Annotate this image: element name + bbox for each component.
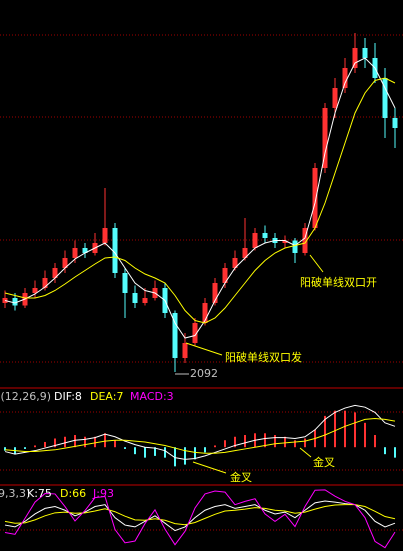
indicator-label: D(12,26,9) [0, 390, 51, 403]
macd-bar [154, 447, 156, 456]
candle-body [202, 303, 208, 323]
candle-body [342, 68, 348, 88]
annotation: 金叉 [230, 470, 252, 484]
candle-body [282, 240, 288, 243]
arrow [192, 461, 227, 474]
arrow [309, 254, 324, 273]
candle-body [52, 268, 58, 278]
candle-body [82, 248, 88, 253]
annotation: 阳破单线双口发 [225, 350, 302, 364]
macd-bar [294, 440, 296, 448]
candle-body [12, 298, 18, 306]
macd-bar [224, 440, 226, 448]
low-label: 2092 [190, 367, 218, 380]
indicator-label: 9,3,3) [0, 487, 30, 500]
macd-bar [164, 447, 166, 458]
macd-bar [4, 447, 6, 451]
candle-body [102, 228, 108, 243]
macd-bar [324, 415, 326, 448]
candle-body [192, 323, 198, 343]
macd-bar [64, 436, 66, 448]
macd-bar [44, 441, 46, 448]
indicator-line [4, 77, 396, 324]
macd-bar [94, 436, 96, 448]
macd-bar [364, 422, 366, 448]
candle-body [232, 258, 238, 268]
candle-body [242, 248, 248, 258]
macd-bar [74, 435, 76, 448]
macd-bar [134, 447, 136, 455]
candle-body [392, 118, 398, 128]
macd-bar [244, 435, 246, 448]
candle-body [62, 258, 68, 268]
macd-bar [84, 436, 86, 448]
arrow [299, 447, 312, 458]
macd-bar [214, 445, 216, 448]
macd-bar [394, 447, 396, 458]
macd-bar [54, 438, 56, 448]
macd-bar [104, 433, 106, 448]
candle-body [292, 240, 298, 253]
candle-body [72, 248, 78, 258]
macd-bar [204, 447, 206, 453]
candle-body [352, 48, 358, 68]
macd-bar [234, 436, 236, 448]
macd-bar [354, 412, 356, 448]
macd-bar [124, 447, 126, 449]
indicator-label: J:93 [92, 487, 114, 500]
annotation: 阳破单线双口开 [300, 275, 377, 289]
macd-bar [264, 433, 266, 448]
candle-body [312, 168, 318, 228]
indicator-label: DIF:8 [54, 390, 82, 403]
macd-bar [144, 447, 146, 458]
indicator-label: DEA:7 [90, 390, 123, 403]
candle-body [212, 283, 218, 303]
arrow [185, 342, 223, 356]
candle-body [142, 298, 148, 303]
candle-body [182, 343, 188, 358]
indicator-line [4, 57, 396, 339]
candle-body [42, 278, 48, 288]
macd-bar [114, 440, 116, 448]
candle-body [222, 268, 228, 283]
candle-body [122, 273, 128, 293]
indicator-line [4, 404, 396, 460]
candle-body [32, 288, 38, 293]
indicator-label: K:75 [27, 487, 52, 500]
indicator-line [4, 489, 396, 549]
macd-bar [194, 447, 196, 460]
candle-body [332, 88, 338, 108]
macd-bar [344, 410, 346, 448]
candle-body [362, 48, 368, 58]
macd-bar [334, 410, 336, 448]
macd-bar [284, 436, 286, 448]
macd-bar [24, 447, 26, 449]
candle-body [112, 228, 118, 273]
indicator-label: D:66 [60, 487, 86, 500]
candle-body [132, 293, 138, 303]
macd-bar [174, 447, 176, 467]
candle-body [262, 233, 268, 238]
macd-bar [384, 447, 386, 455]
candle-body [172, 313, 178, 358]
macd-bar [34, 445, 36, 448]
annotation: 金叉 [313, 455, 335, 469]
candle-body [382, 78, 388, 118]
candle-body [302, 228, 308, 253]
candle-body [252, 233, 258, 248]
macd-bar [374, 435, 376, 448]
indicator-line [4, 504, 396, 526]
candle-body [322, 108, 328, 168]
indicator-line [4, 417, 396, 454]
macd-bar [184, 447, 186, 465]
macd-bar [304, 438, 306, 448]
macd-bar [274, 435, 276, 448]
indicator-label: MACD:3 [130, 390, 174, 403]
